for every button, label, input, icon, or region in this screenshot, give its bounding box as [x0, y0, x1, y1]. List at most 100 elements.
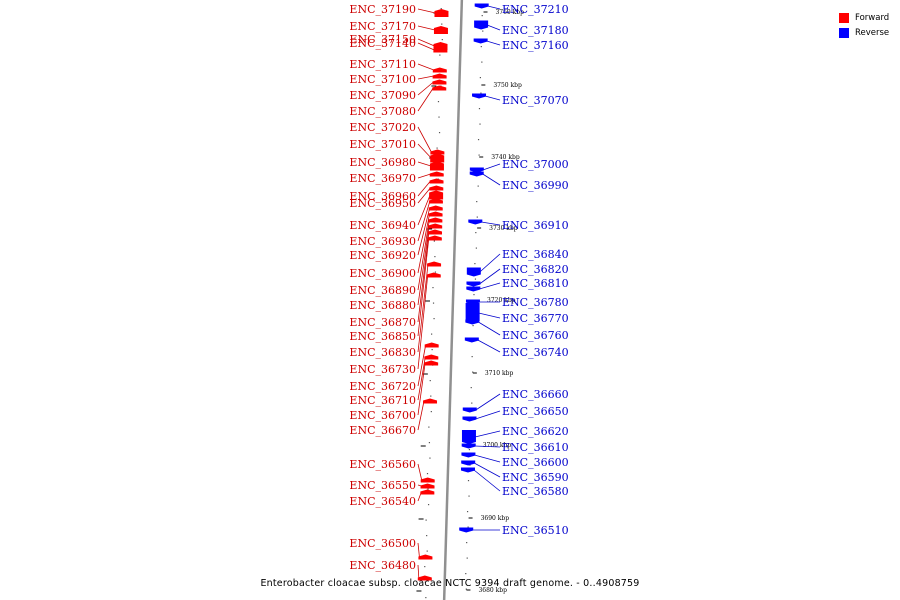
legend-label-reverse: Reverse: [855, 27, 890, 38]
forward-gene-label: ENC_36850: [349, 330, 416, 343]
forward-gene-arrow: [433, 47, 448, 53]
forward-gene-arrow: [420, 483, 435, 489]
kbp-tick-label: 3700 kbp: [483, 442, 512, 449]
track-dot-right: [481, 61, 483, 63]
forward-leader-line: [417, 274, 429, 370]
reverse-gene-label: ENC_36810: [502, 277, 569, 290]
reverse-leader-line: [484, 95, 501, 101]
track-dot-right: [478, 154, 480, 156]
forward-leader-line: [417, 344, 427, 387]
genome-backbone: [442, 0, 464, 600]
track-dot-left: [431, 349, 433, 351]
track-dot-right: [466, 557, 468, 559]
track-dot-left: [437, 101, 440, 103]
forward-gene-arrow: [420, 477, 435, 483]
track-dot-right: [469, 464, 471, 466]
forward-leader-line: [417, 237, 430, 337]
track-dot-right: [476, 201, 478, 203]
forward-gene-arrow: [428, 198, 443, 204]
forward-gene-label: ENC_37190: [349, 3, 416, 16]
forward-leader-line: [417, 38, 435, 47]
forward-gene-label: ENC_36700: [349, 409, 416, 422]
track-dot-left: [432, 287, 434, 289]
forward-gene-label: ENC_36940: [349, 219, 416, 232]
reverse-gene-arrow: [461, 430, 476, 444]
forward-gene-arrow: [418, 554, 433, 560]
track-dot-left: [433, 318, 435, 320]
track-dot-right: [465, 573, 467, 575]
forward-gene-arrow: [427, 261, 442, 267]
reverse-gene-arrow: [461, 452, 476, 458]
forward-gene-arrow: [428, 211, 443, 217]
track-dot-left: [426, 535, 428, 537]
track-dot-left: [440, 8, 442, 10]
forward-gene-label: ENC_37100: [349, 73, 416, 86]
reverse-gene-arrow: [473, 38, 488, 44]
reverse-gene-arrow: [466, 286, 481, 292]
forward-leader-line: [417, 87, 434, 112]
track-dot-left: [429, 380, 431, 382]
reverse-gene-arrow: [469, 171, 484, 177]
reverse-gene-arrow: [469, 167, 484, 173]
legend-item-reverse: Reverse: [839, 25, 889, 40]
reverse-leader-line: [481, 221, 501, 226]
reverse-gene-arrow: [474, 20, 489, 30]
forward-leader-line: [417, 81, 434, 96]
reverse-leader-line: [475, 393, 501, 411]
kbp-tick-label: 3750 kbp: [493, 82, 522, 89]
forward-leader-line: [417, 542, 420, 558]
track-dot-left: [426, 550, 428, 552]
forward-leader-line: [417, 75, 434, 80]
forward-swatch-icon: [839, 12, 849, 23]
forward-gene-arrow: [432, 73, 447, 79]
forward-gene-arrow: [420, 489, 435, 495]
forward-gene-label: ENC_36970: [349, 172, 416, 185]
track-dot-left: [432, 302, 435, 304]
kbp-tick-label: 3730 kbp: [489, 225, 518, 232]
forward-leader-line: [417, 63, 434, 71]
track-dot-right: [474, 263, 476, 265]
track-dot-left: [438, 132, 441, 134]
kbp-tick-label: 3690 kbp: [481, 515, 510, 522]
reverse-gene-label: ENC_37070: [502, 94, 569, 107]
forward-gene-label: ENC_36900: [349, 267, 416, 280]
legend-item-forward: Forward: [839, 10, 889, 25]
reverse-leader-line: [486, 24, 501, 31]
forward-gene-arrow: [428, 217, 443, 223]
reverse-leader-line: [474, 462, 501, 478]
track-dot-right: [480, 46, 482, 48]
reverse-gene-label: ENC_36990: [502, 179, 569, 192]
forward-leader-line: [417, 463, 423, 481]
forward-gene-arrow: [428, 223, 443, 229]
forward-leader-line: [417, 173, 431, 179]
reverse-gene-label: ENC_36820: [502, 263, 569, 276]
forward-gene-arrow: [433, 42, 448, 50]
reverse-gene-label: ENC_36760: [502, 329, 569, 342]
legend-label-forward: Forward: [855, 12, 890, 23]
reverse-gene-arrow: [461, 443, 476, 449]
track-dot-right: [473, 294, 475, 296]
forward-gene-label: ENC_37010: [349, 138, 416, 151]
reverse-gene-label: ENC_36660: [502, 388, 569, 401]
track-dot-right: [477, 139, 480, 141]
reverse-gene-arrow: [466, 267, 481, 277]
forward-gene-arrow: [428, 229, 443, 235]
track-dot-right: [476, 216, 478, 218]
track-dot-left: [425, 519, 427, 521]
track-dot-right: [479, 123, 481, 125]
track-dot-left: [434, 271, 437, 273]
reverse-gene-label: ENC_36650: [502, 405, 569, 418]
kbp-tick-label: 3760 kbp: [495, 9, 524, 16]
track-dot-left: [426, 473, 429, 475]
track-dot-right: [475, 247, 477, 249]
track-dot-right: [478, 108, 481, 110]
track-dot-right: [477, 185, 479, 187]
forward-gene-label: ENC_36980: [349, 156, 416, 169]
forward-leader-line: [417, 356, 426, 401]
forward-gene-arrow: [427, 235, 442, 241]
track-dot-right: [479, 77, 481, 79]
forward-gene-arrow: [432, 67, 447, 73]
reverse-gene-arrow: [464, 337, 479, 343]
forward-gene-label: ENC_36830: [349, 346, 416, 359]
